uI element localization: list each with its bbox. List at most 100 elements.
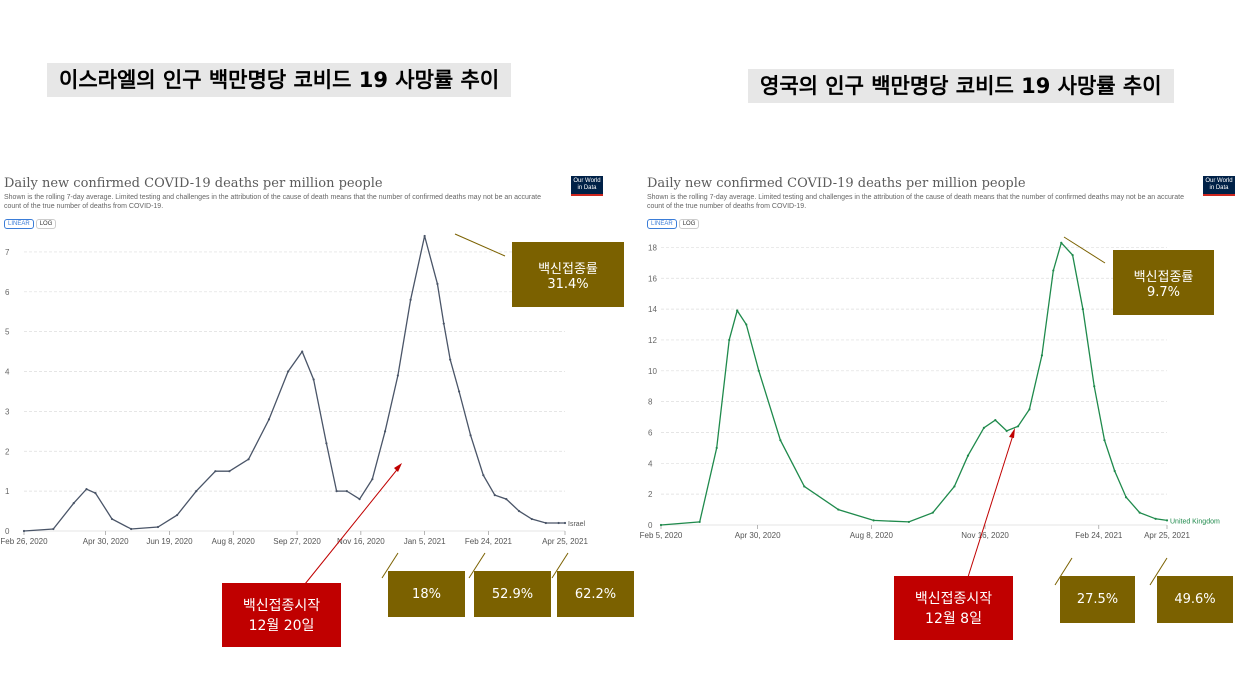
data-point: [325, 442, 328, 445]
x-tick-label: Feb 24, 2021: [465, 537, 513, 546]
data-point: [409, 298, 412, 301]
data-point: [22, 529, 26, 533]
data-point: [1165, 519, 1169, 522]
data-point: [698, 520, 701, 524]
series-end-label: Israel: [568, 521, 586, 528]
data-point: [1154, 517, 1157, 520]
uk-owid-logo[interactable]: Our World in Data: [1203, 176, 1235, 196]
x-tick-label: Aug 8, 2020: [850, 531, 894, 540]
rate-value: 49.6%: [1174, 592, 1216, 607]
data-point: [110, 517, 114, 521]
linear-scale-button[interactable]: LINEAR: [647, 219, 677, 229]
data-point: [493, 494, 496, 497]
data-point: [563, 521, 567, 525]
data-point: [383, 430, 387, 433]
data-point: [442, 322, 445, 325]
data-point: [94, 492, 97, 495]
data-point: [130, 527, 133, 531]
data-point: [436, 282, 439, 285]
data-point: [1081, 308, 1084, 311]
y-tick-label: 6: [648, 428, 653, 437]
x-tick-label: Feb 24, 2021: [1075, 531, 1123, 540]
data-point: [966, 454, 970, 457]
uk-rate-box-496: 49.6%: [1157, 576, 1233, 623]
x-tick-label: Apr 30, 2020: [83, 537, 129, 546]
data-point: [247, 458, 250, 461]
logo-text-line1: Our World: [1205, 178, 1233, 184]
data-point: [1071, 254, 1074, 257]
uk-chart-title: Daily new confirmed COVID-19 deaths per …: [647, 176, 1026, 191]
x-tick-label: Feb 26, 2020: [0, 537, 48, 546]
x-tick-label: Jan 5, 2021: [404, 537, 446, 546]
data-point: [907, 520, 910, 524]
uk-heading: 영국의 인구 백만명당 코비드 19 사망률 추이: [748, 69, 1174, 103]
data-point: [803, 485, 806, 488]
data-point: [72, 501, 75, 505]
data-point: [1113, 469, 1116, 473]
data-point: [1138, 511, 1141, 514]
data-point: [228, 470, 231, 473]
israel-owid-logo[interactable]: Our World in Data: [571, 176, 603, 196]
x-tick-label: Apr 25, 2021: [542, 537, 588, 546]
data-point: [659, 523, 663, 527]
data-point: [176, 513, 179, 517]
data-point: [953, 485, 956, 488]
data-point: [396, 374, 399, 377]
israel-chart-title: Daily new confirmed COVID-19 deaths per …: [4, 176, 383, 191]
uk-scale-toggle: LINEAR LOG: [647, 219, 700, 229]
vaccine-start-label: 백신접종시작: [914, 591, 993, 607]
uk-rate-box-275: 27.5%: [1060, 576, 1135, 623]
y-tick-label: 8: [648, 398, 653, 407]
y-tick-label: 7: [5, 248, 10, 257]
data-point: [85, 488, 88, 491]
data-point: [779, 439, 782, 442]
vaccination-rate-value: 31.4%: [547, 276, 589, 292]
rate-value: 18%: [412, 586, 441, 602]
data-point: [301, 350, 304, 353]
data-point: [195, 490, 198, 493]
data-point: [557, 521, 560, 525]
data-point: [1124, 496, 1128, 499]
vaccine-start-date: 12월 8일: [925, 611, 982, 627]
y-tick-label: 4: [648, 459, 653, 468]
data-point: [1028, 408, 1031, 411]
data-point: [1040, 354, 1044, 357]
data-point: [517, 509, 521, 513]
x-tick-label: Nov 16, 2020: [961, 531, 1009, 540]
uk-vaccination-rate-peak-box: 백신접종률 9.7%: [1113, 250, 1214, 315]
y-tick-label: 18: [648, 243, 657, 252]
log-scale-button[interactable]: LOG: [678, 219, 700, 229]
vaccination-rate-label: 백신접종률: [538, 261, 598, 277]
uk-chart-subtitle: Shown is the rolling 7-day average. Limi…: [647, 194, 1184, 210]
y-tick-label: 1: [5, 487, 10, 496]
x-tick-label: Sep 27, 2020: [273, 537, 321, 546]
data-point: [505, 498, 508, 501]
data-point: [482, 474, 485, 477]
data-point: [156, 525, 160, 529]
data-point: [1103, 439, 1106, 442]
rate-value: 27.5%: [1076, 592, 1119, 607]
data-point: [1093, 385, 1096, 388]
data-point: [312, 378, 315, 381]
data-point: [931, 511, 934, 514]
y-tick-label: 2: [5, 447, 10, 456]
israel-scale-toggle: LINEAR LOG: [4, 219, 57, 229]
x-tick-label: Feb 5, 2020: [640, 531, 683, 540]
data-point: [736, 309, 739, 312]
linear-scale-button[interactable]: LINEAR: [4, 219, 34, 229]
data-point: [745, 323, 748, 326]
data-point: [872, 519, 875, 522]
data-point: [757, 369, 760, 372]
log-scale-button[interactable]: LOG: [35, 219, 57, 229]
series-end-label: United Kingdom: [1170, 518, 1220, 525]
x-tick-label: Aug 8, 2020: [212, 537, 256, 546]
data-point: [530, 517, 533, 521]
data-point: [267, 418, 271, 421]
data-point: [1052, 269, 1055, 272]
data-point: [449, 358, 452, 361]
data-point: [544, 521, 547, 525]
y-tick-label: 4: [5, 368, 10, 377]
israel-vaccination-rate-peak-box: 백신접종률 31.4%: [512, 242, 624, 307]
y-tick-label: 14: [648, 305, 657, 314]
data-point: [52, 527, 55, 531]
